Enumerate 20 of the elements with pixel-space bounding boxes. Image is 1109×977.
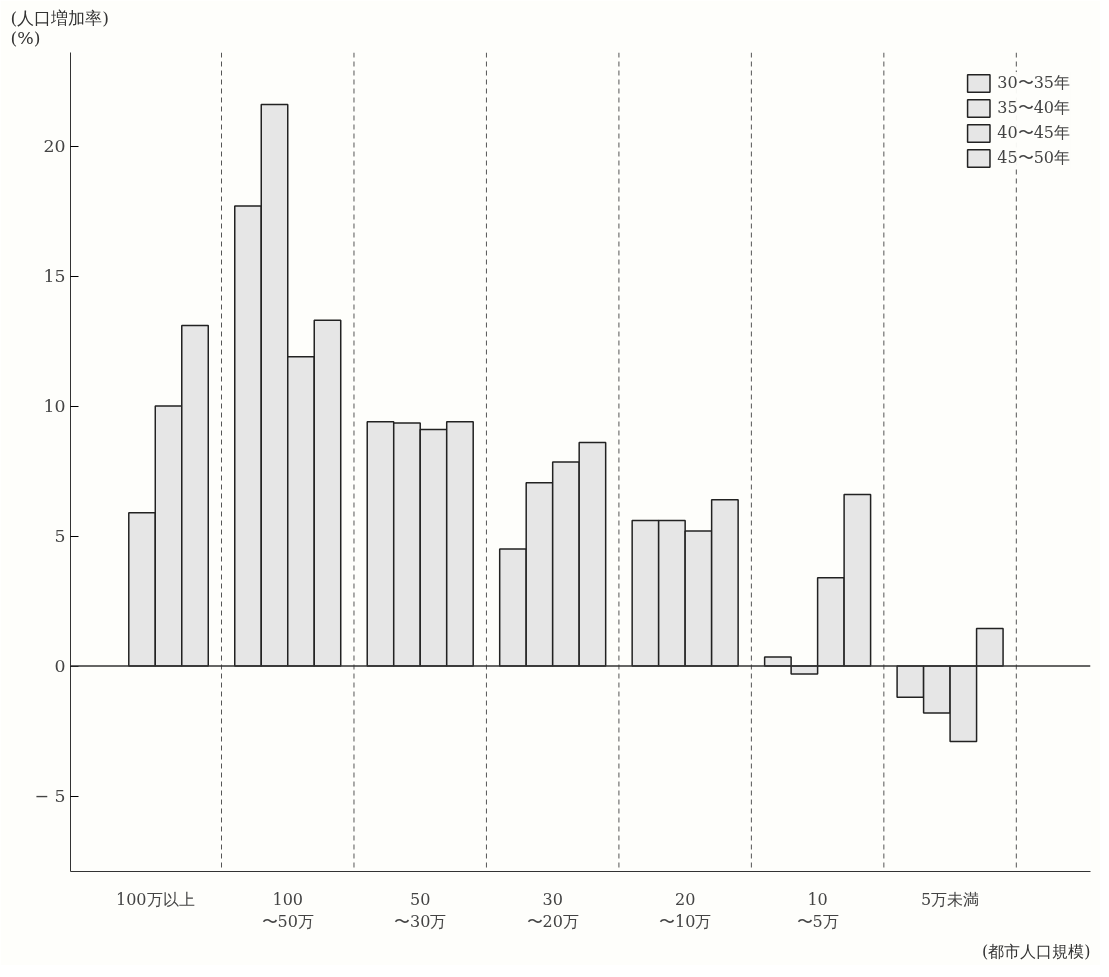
legend-label: 35〜40年 [997,97,1070,119]
y-tick-label: 15 [43,266,66,287]
x-tick-label: 20 〜10万 [658,889,712,932]
x-tick-label: 30 〜20万 [526,889,579,932]
y-tick-label: − 5 [34,786,66,807]
x-tick-label: 50 〜30万 [394,889,447,932]
bar [975,627,1004,667]
y-tick-label: 0 [54,656,66,677]
x-tick-label: 100万以上 [116,889,195,909]
legend-label: 45〜50年 [997,147,1070,169]
x-tick-label: 100 〜50万 [261,889,314,932]
x-tick-label: 10 〜5万 [796,889,839,932]
x-axis-title: (都市人口規模) [982,941,1091,961]
y-tick-label: 10 [43,396,66,417]
x-tick-label: 5万未満 [920,889,980,909]
y-tick-label: 5 [54,526,66,547]
y-axis-title: (人口増加率) (%) [10,7,110,48]
legend-label: 40〜45年 [997,122,1070,144]
y-tick-label: 20 [43,136,66,157]
legend-label: 30〜35年 [997,72,1070,94]
